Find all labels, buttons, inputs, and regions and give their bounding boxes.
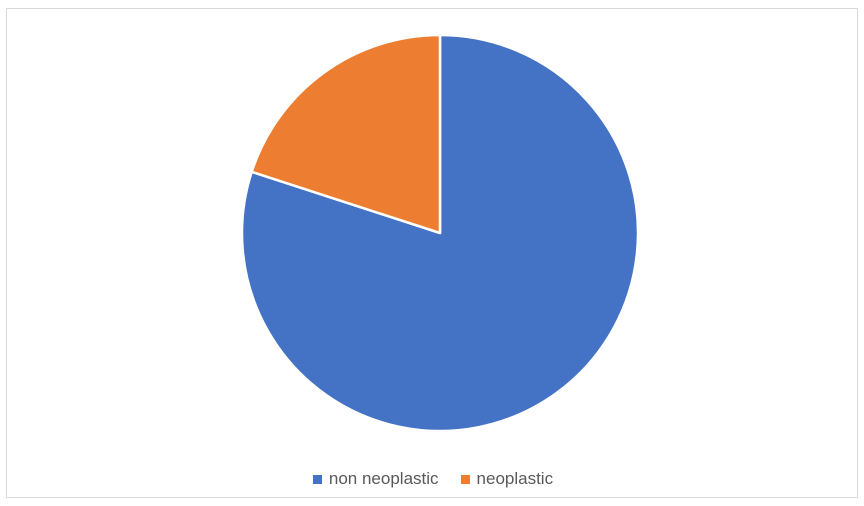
pie-chart bbox=[240, 33, 640, 433]
legend-item-neoplastic: neoplastic bbox=[460, 469, 554, 489]
pie-slice-neoplastic bbox=[250, 33, 442, 235]
chart-area: non neoplastic neoplastic bbox=[6, 8, 858, 498]
legend-swatch-non-neoplastic bbox=[312, 474, 322, 484]
legend-label-neoplastic: neoplastic bbox=[476, 469, 554, 488]
pie-slices bbox=[240, 33, 640, 433]
legend-item-non-neoplastic: non neoplastic bbox=[312, 469, 439, 489]
legend-swatch-neoplastic bbox=[460, 474, 470, 484]
legend: non neoplastic neoplastic bbox=[7, 469, 859, 489]
legend-label-non-neoplastic: non neoplastic bbox=[328, 469, 439, 488]
